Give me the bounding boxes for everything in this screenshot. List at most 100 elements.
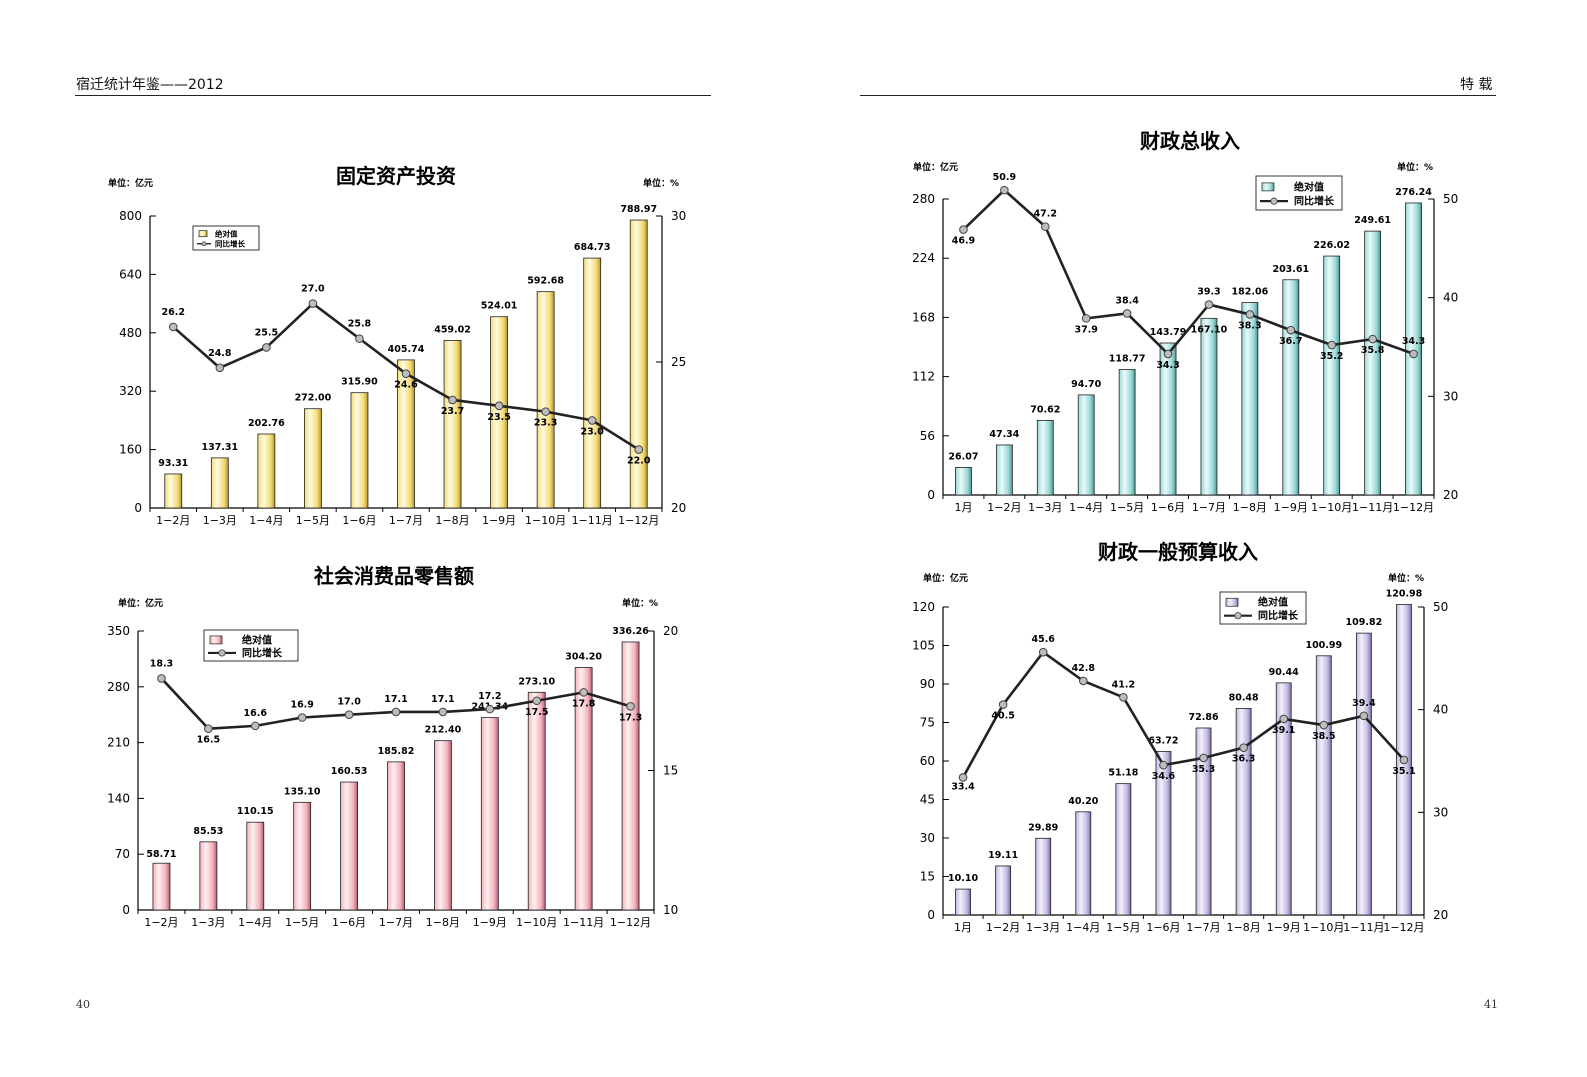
growth-point [1122,309,1132,318]
bar [1355,632,1372,916]
growth-value-label: 39.1 [1272,725,1295,736]
growth-value-label: 25.5 [255,327,278,338]
bar [434,740,452,911]
bar-value-label: 100.99 [1305,640,1342,651]
left-axis-tick-label: 800 [119,209,142,223]
right-axis-tick-label: 50 [1433,600,1448,614]
page-number-right: 41 [1484,998,1498,1011]
bar-value-label: 459.02 [434,324,471,335]
x-axis-category-label: 1−5月 [285,916,319,929]
growth-value-label: 23.5 [487,412,510,423]
growth-value-label: 17.8 [572,698,596,709]
right-axis-tick-label: 20 [663,624,678,638]
growth-point [1040,222,1050,231]
bar [1159,342,1177,496]
x-axis-category-label: 1−11月 [1352,501,1393,514]
x-axis-category-label: 1−9月 [473,916,507,929]
x-axis-category-label: 1−12月 [618,514,659,527]
chart-title: 财政总收入 [1140,129,1240,153]
right-axis-unit: 单位：% [643,177,679,189]
growth-point [1286,325,1296,335]
growth-point [1245,310,1255,319]
x-axis-category-label: 1−10月 [1303,921,1344,934]
bar-value-label: 29.89 [1028,822,1058,833]
growth-point [494,401,504,411]
growth-point [1038,647,1048,657]
left-axis-tick-label: 320 [119,384,142,398]
legend-bar-label: 绝对值 [242,633,272,646]
growth-value-label: 36.7 [1279,336,1302,347]
left-axis-tick-label: 0 [122,903,130,917]
x-axis-category-label: 1−7月 [1192,501,1226,514]
bar-value-label: 304.20 [565,652,602,663]
bar [1075,811,1092,916]
x-axis-category-label: 1−6月 [1151,501,1185,514]
bar [1315,655,1332,916]
left-axis-unit: 单位：亿元 [108,177,153,189]
growth-value-label: 38.5 [1312,731,1335,742]
x-axis-category-label: 1月 [954,921,972,934]
left-axis-tick-label: 280 [912,192,935,206]
growth-point [1000,185,1009,195]
x-axis-category-label: 1−8月 [426,916,460,929]
bar-value-label: 120.98 [1386,588,1423,599]
bar [1364,230,1382,496]
bar [199,841,218,911]
growth-point [1409,349,1418,359]
growth-value-label: 38.3 [1238,320,1261,331]
growth-point [215,363,225,373]
growth-point [541,407,550,416]
legend-line-marker [201,241,207,247]
growth-point [308,299,318,308]
growth-point [391,707,401,717]
left-axis-tick-label: 120 [912,600,935,614]
bar-value-label: 72.86 [1189,712,1219,723]
growth-point [1359,711,1369,721]
right-axis-tick-label: 20 [1443,488,1458,502]
bar-value-label: 182.06 [1232,287,1269,298]
growth-value-label: 45.6 [1031,634,1055,645]
x-axis-category-label: 1−3月 [1026,921,1060,934]
growth-value-label: 35.8 [1361,345,1385,356]
growth-point [1204,300,1214,309]
bar [1323,255,1341,496]
x-axis-category-label: 1−11月 [563,916,604,929]
legend-bar-label: 绝对值 [1294,180,1324,193]
growth-value-label: 16.9 [290,699,313,710]
header-rule-left [75,95,711,96]
bar-value-label: 212.40 [425,725,462,736]
bar [350,392,369,509]
left-axis-tick-label: 56 [920,429,935,443]
bar [527,691,546,911]
bar-value-label: 315.90 [341,377,378,388]
growth-value-label: 24.6 [394,380,418,391]
left-axis-tick-label: 480 [119,326,142,340]
growth-value-label: 17.0 [337,697,361,708]
growth-point [1199,753,1208,763]
x-axis-category-label: 1−6月 [332,916,366,929]
growth-point [344,710,354,720]
bar-value-label: 90.44 [1269,667,1299,678]
x-axis-category-label: 1−4月 [1069,501,1103,514]
right-axis-tick-label: 30 [1443,389,1458,403]
bar-value-label: 137.31 [201,442,238,453]
legend-bar-swatch [198,230,208,238]
bar [1405,202,1422,496]
x-axis-category-label: 1−8月 [1227,921,1261,934]
growth-value-label: 17.1 [384,694,407,705]
bar-value-label: 684.73 [574,242,611,253]
chart-title: 固定资产投资 [336,164,456,188]
running-header-left: 宿迁统计年鉴——2012 [76,77,224,93]
x-axis-category-label: 1−10月 [525,514,566,527]
bar-value-label: 70.62 [1030,404,1060,415]
growth-value-label: 23.7 [441,406,464,417]
x-axis-category-label: 1−7月 [379,916,413,929]
x-axis-category-label: 1−3月 [1028,501,1062,514]
growth-point [355,334,364,343]
growth-point [297,713,307,722]
bar [480,717,499,911]
x-axis-category-label: 1−10月 [1311,501,1352,514]
